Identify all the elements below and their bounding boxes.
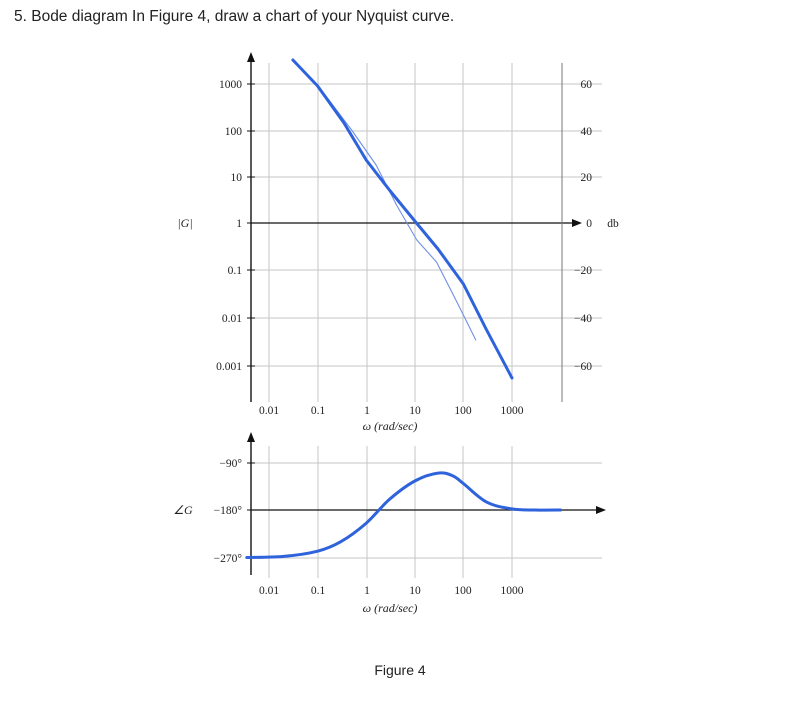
- mag-right-label-1: 40: [581, 126, 593, 138]
- magnitude-curves: [291, 58, 514, 380]
- ph-xtick-label-3: 10: [409, 585, 421, 597]
- mag-xtick-label-5: 1000: [501, 405, 524, 417]
- ph-ytick-label-2: −270°: [214, 553, 243, 565]
- mag-y-label: |G|: [177, 216, 192, 230]
- ph-xtick-label-4: 100: [454, 585, 472, 597]
- ph-x-arrow: [596, 506, 606, 514]
- magnitude-series: [291, 58, 514, 380]
- mag-x-arrow: [572, 219, 582, 227]
- mag-xtick-label-1: 0.1: [311, 405, 326, 417]
- ph-x-label: ω (rad/sec): [363, 601, 418, 615]
- phase-grid: [251, 446, 602, 578]
- ph-xtick-label-0: 0.01: [259, 585, 279, 597]
- magnitude-axes: [247, 52, 582, 402]
- magnitude-grid: [251, 63, 602, 402]
- ph-ytick-label-1: −180°: [214, 505, 243, 517]
- figure-caption: Figure 4: [374, 662, 426, 678]
- phase-curve-line: [245, 471, 563, 559]
- phase-labels: −90° −180° −270° ∠G 0.01 0.1 1 10 100 1000 ω (rad/…: [173, 458, 523, 615]
- mag-xtick-label-2: 1: [364, 405, 370, 417]
- mag-right-label-3: 0: [586, 218, 592, 230]
- mag-ytick-label-6: 0.001: [216, 361, 242, 373]
- mag-asymptote-line: [317, 84, 477, 341]
- mag-xtick-label-3: 10: [409, 405, 421, 417]
- mag-right-label-4: −20: [574, 265, 592, 277]
- phase-curves: [245, 471, 563, 559]
- mag-right-label-6: −60: [574, 361, 592, 373]
- mag-right-label-5: −40: [574, 313, 592, 325]
- ph-y-arrow: [247, 432, 255, 442]
- mag-ytick-label-1: 100: [225, 126, 243, 138]
- mag-ytick-label-3: 1: [236, 218, 242, 230]
- mag-right-label-0: 60: [581, 79, 593, 91]
- mag-y-arrow: [247, 52, 255, 62]
- mag-right-label-2: 20: [581, 172, 593, 184]
- ph-ytick-label-0: −90°: [219, 458, 242, 470]
- mag-right-axis-label: db: [607, 218, 619, 230]
- mag-ytick-label-4: 0.1: [228, 265, 243, 277]
- mag-exact-line: [291, 58, 514, 380]
- mag-x-label: ω (rad/sec): [363, 419, 418, 433]
- mag-ytick-label-5: 0.01: [222, 313, 242, 325]
- ph-xtick-label-1: 0.1: [311, 585, 326, 597]
- mag-ytick-label-0: 1000: [219, 79, 242, 91]
- ph-y-label: ∠G: [173, 503, 193, 517]
- ph-xtick-label-2: 1: [364, 585, 370, 597]
- ph-xtick-label-5: 1000: [501, 585, 524, 597]
- magnitude-labels: 1000 100 10 1 0.1 0.01 0.001 60 40 20 0 −20 −40 −60 db…: [177, 79, 619, 433]
- question-text: 5. Bode diagram In Figure 4, draw a char…: [14, 8, 455, 25]
- mag-xtick-label-0: 0.01: [259, 405, 279, 417]
- mag-ytick-label-2: 10: [231, 172, 243, 184]
- mag-xtick-label-4: 100: [454, 405, 472, 417]
